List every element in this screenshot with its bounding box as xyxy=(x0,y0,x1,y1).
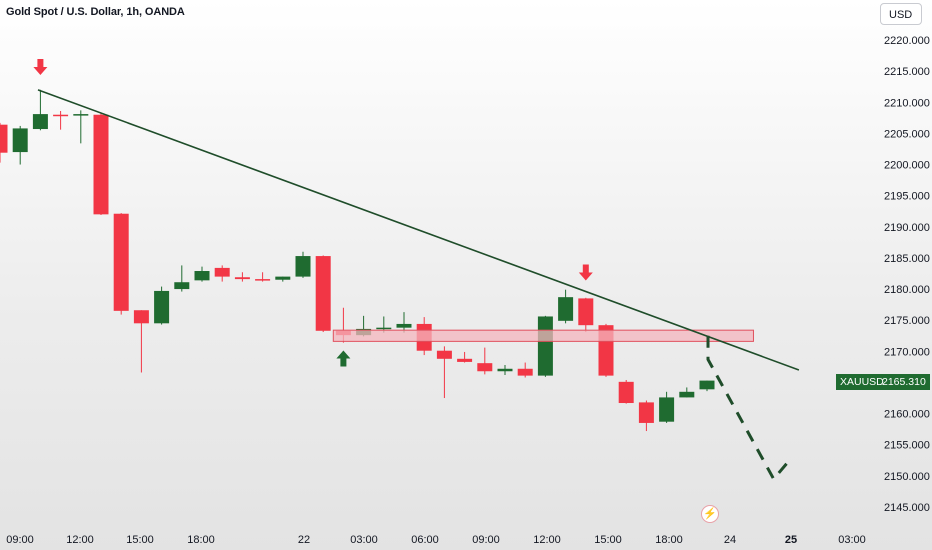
y-tick-label: 2145.000 xyxy=(884,502,930,514)
candle-body xyxy=(558,297,574,321)
candle-body xyxy=(12,128,28,153)
x-tick-label: 15:00 xyxy=(594,534,622,546)
candle-body xyxy=(133,310,149,324)
candle-body xyxy=(497,368,513,372)
y-tick-label: 2175.000 xyxy=(884,315,930,327)
candle-body xyxy=(53,114,69,117)
candle-body xyxy=(477,363,493,372)
last-price-badge: XAUUSD 2165.310 xyxy=(836,374,930,390)
candle-body xyxy=(376,327,392,330)
signal-arrow xyxy=(336,350,351,367)
x-tick-label: 12:00 xyxy=(533,534,561,546)
x-tick-label: 03:00 xyxy=(350,534,378,546)
candle-body xyxy=(436,350,452,359)
y-tick-label: 2155.000 xyxy=(884,440,930,452)
candle-body xyxy=(679,391,695,398)
x-tick-label: 03:00 xyxy=(838,534,866,546)
x-tick-label: 24 xyxy=(724,534,736,546)
x-tick-label: 06:00 xyxy=(411,534,439,546)
candle-body xyxy=(396,323,412,328)
currency-button[interactable]: USD xyxy=(880,3,922,25)
x-tick-label: 09:00 xyxy=(6,534,34,546)
candle-body xyxy=(659,397,675,422)
candle-body xyxy=(275,276,291,280)
x-tick-label: 22 xyxy=(298,534,310,546)
y-tick-label: 2200.000 xyxy=(884,160,930,172)
candle-body xyxy=(295,256,311,277)
candle-body xyxy=(638,402,654,423)
y-tick-label: 2220.000 xyxy=(884,35,930,47)
candle-body xyxy=(32,114,48,130)
price-badge-symbol: XAUUSD xyxy=(840,376,884,388)
x-tick-label: 12:00 xyxy=(66,534,94,546)
y-tick-label: 2215.000 xyxy=(884,66,930,78)
signal-arrow xyxy=(33,59,48,76)
y-tick-label: 2210.000 xyxy=(884,97,930,109)
candle-body xyxy=(517,368,533,376)
y-tick-label: 2205.000 xyxy=(884,128,930,140)
price-badge-value: 2165.310 xyxy=(882,376,926,388)
plot-area xyxy=(0,59,800,482)
y-tick-label: 2195.000 xyxy=(884,191,930,203)
candle-body xyxy=(113,213,129,311)
candle-body xyxy=(234,277,250,280)
candle-body xyxy=(174,282,190,290)
candle-body xyxy=(699,380,715,390)
y-tick-label: 2160.000 xyxy=(884,409,930,421)
y-tick-label: 2185.000 xyxy=(884,253,930,265)
y-tick-label: 2180.000 xyxy=(884,284,930,296)
trendline xyxy=(37,89,800,371)
candle-body xyxy=(618,381,634,404)
candle-body xyxy=(93,114,109,215)
x-tick-label: 15:00 xyxy=(126,534,154,546)
candle-body xyxy=(154,290,170,324)
chart-title: Gold Spot / U.S. Dollar, 1h, OANDA xyxy=(6,6,185,18)
x-tick-label: 18:00 xyxy=(187,534,215,546)
candle-body xyxy=(214,267,230,277)
candle-body xyxy=(578,298,594,326)
signal-arrow xyxy=(578,264,593,281)
candle-body xyxy=(315,256,331,331)
candle-body xyxy=(537,316,553,376)
candle-body xyxy=(194,271,210,281)
resistance-zone xyxy=(332,329,754,342)
projection-path xyxy=(706,335,788,482)
candle-body xyxy=(0,124,8,153)
candle-body xyxy=(457,358,473,362)
lightning-icon[interactable]: ⚡ xyxy=(701,505,719,523)
x-tick-label: 25 xyxy=(785,534,797,546)
x-tick-label: 18:00 xyxy=(655,534,683,546)
candle-body xyxy=(73,114,89,116)
x-tick-label: 09:00 xyxy=(472,534,500,546)
y-tick-label: 2150.000 xyxy=(884,471,930,483)
candle-body xyxy=(255,279,271,281)
y-tick-label: 2170.000 xyxy=(884,346,930,358)
y-tick-label: 2190.000 xyxy=(884,222,930,234)
